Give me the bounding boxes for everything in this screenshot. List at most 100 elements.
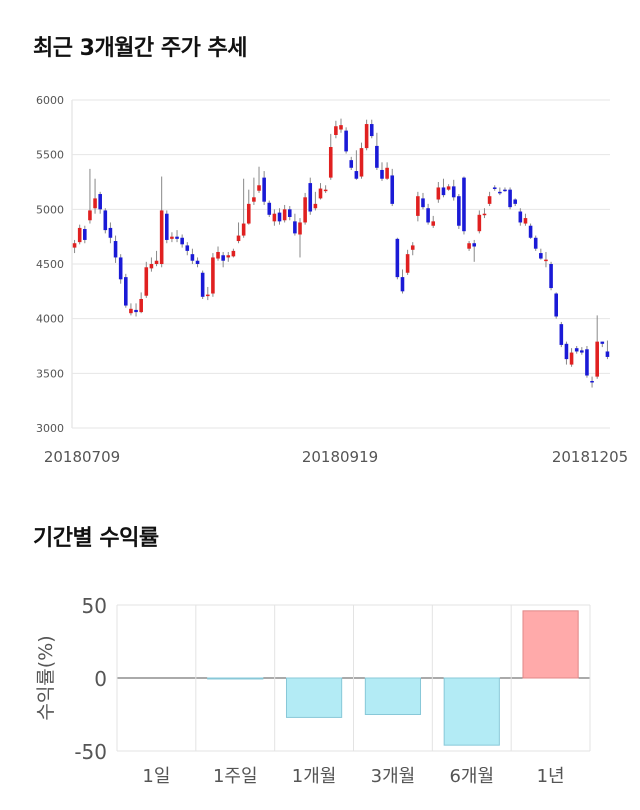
candle-body xyxy=(410,245,415,250)
candle-body xyxy=(334,126,338,135)
candle-body xyxy=(544,259,548,262)
candlestick-chart: 6000 5500 5000 4500 4000 3500 3000 20180709 2018… xyxy=(36,94,628,466)
candle-body xyxy=(472,243,477,247)
candle-body xyxy=(262,177,266,202)
candle-chart-title: 최근 3개월간 주가 추세 xyxy=(33,36,247,61)
x-tick-label: 20180919 xyxy=(302,448,378,466)
y-tick-label: 3000 xyxy=(36,422,64,435)
candle-body xyxy=(359,148,364,177)
candle-body xyxy=(405,254,410,273)
return-bar xyxy=(522,610,579,679)
candle-body xyxy=(185,245,190,251)
candle-body xyxy=(595,341,599,377)
candle-body xyxy=(446,186,451,190)
candle-body xyxy=(528,225,533,238)
candle-body xyxy=(580,350,584,353)
x-category-label: 6개월 xyxy=(449,766,494,787)
candle-body xyxy=(498,191,502,194)
candle-body xyxy=(267,202,272,215)
candle-body xyxy=(205,294,210,297)
x-category-label: 1일 xyxy=(142,766,170,787)
candle-body xyxy=(287,209,292,217)
candle-body xyxy=(200,272,205,297)
candle-body xyxy=(277,212,282,222)
candle-body xyxy=(323,189,328,192)
candle-body xyxy=(180,237,184,245)
candle-body xyxy=(231,250,236,257)
candle-body xyxy=(349,160,354,168)
candle-body xyxy=(385,167,389,179)
candle-body xyxy=(559,324,564,345)
y-tick-label: 50 xyxy=(82,594,107,618)
candle-body xyxy=(600,341,605,344)
candle-body xyxy=(236,235,241,242)
return-bar xyxy=(285,677,343,718)
candle-body xyxy=(216,251,220,259)
y-tick-label: 5500 xyxy=(36,149,64,162)
candle-body xyxy=(318,188,323,199)
candle-body xyxy=(416,196,420,216)
candle-body xyxy=(513,199,518,204)
candle-body xyxy=(549,264,553,289)
candle-body xyxy=(441,187,446,196)
candle-body xyxy=(226,255,231,258)
candle-body xyxy=(72,243,77,248)
candle-body xyxy=(477,214,482,232)
candle-body xyxy=(344,130,348,152)
candle-body xyxy=(400,277,405,292)
candle-body xyxy=(467,243,471,249)
x-tick-label: 20181205 xyxy=(552,448,628,466)
returns-chart-title: 기간별 수익률 xyxy=(33,526,159,551)
candle-body xyxy=(436,187,441,200)
candle-body xyxy=(554,293,558,317)
candle-body xyxy=(569,352,574,365)
candle-body xyxy=(77,227,82,243)
candle-body xyxy=(564,343,569,360)
candle-body xyxy=(313,203,318,209)
candle-body xyxy=(508,189,512,208)
candle-body xyxy=(139,298,143,313)
candle-body xyxy=(539,253,543,259)
candle-body xyxy=(462,177,466,232)
candle-body xyxy=(390,175,395,204)
candle-body xyxy=(190,254,195,261)
y-axis-label: 수익률(%) xyxy=(35,635,57,720)
candle-body xyxy=(272,213,277,222)
candle-body xyxy=(159,210,164,264)
x-category-label: 1주일 xyxy=(213,766,258,787)
candle-body xyxy=(241,223,246,236)
candle-body xyxy=(298,222,302,235)
y-tick-label: -50 xyxy=(74,740,107,764)
y-tick-label: 4000 xyxy=(36,313,64,326)
y-tick-label: 3500 xyxy=(36,367,64,380)
candle-body xyxy=(354,171,359,179)
candle-body xyxy=(590,380,594,383)
y-tick-label: 5000 xyxy=(36,203,64,216)
candle-body xyxy=(395,238,400,278)
candle-body xyxy=(369,124,374,137)
candle-body xyxy=(211,257,215,294)
y-tick-label: 4500 xyxy=(36,258,64,271)
candle-body xyxy=(149,264,154,269)
y-tick-label: 6000 xyxy=(36,94,64,107)
candle-body xyxy=(118,257,123,280)
candle-body xyxy=(308,183,313,212)
candle-body xyxy=(154,260,159,264)
candle-body xyxy=(83,229,87,240)
candle-body xyxy=(421,198,425,208)
candle-body xyxy=(518,211,523,223)
candle-body xyxy=(129,308,133,314)
candle-body xyxy=(375,145,379,168)
candle-body xyxy=(124,277,128,306)
candle-body xyxy=(282,209,287,221)
candle-body xyxy=(426,208,430,223)
candle-body xyxy=(451,186,456,198)
candle-body xyxy=(492,187,497,189)
candle-body xyxy=(533,237,538,249)
candle-body xyxy=(195,260,200,264)
candle-body xyxy=(457,196,461,226)
y-tick-label: 0 xyxy=(94,667,107,691)
candle-body xyxy=(246,203,251,224)
candle-body xyxy=(93,198,97,209)
